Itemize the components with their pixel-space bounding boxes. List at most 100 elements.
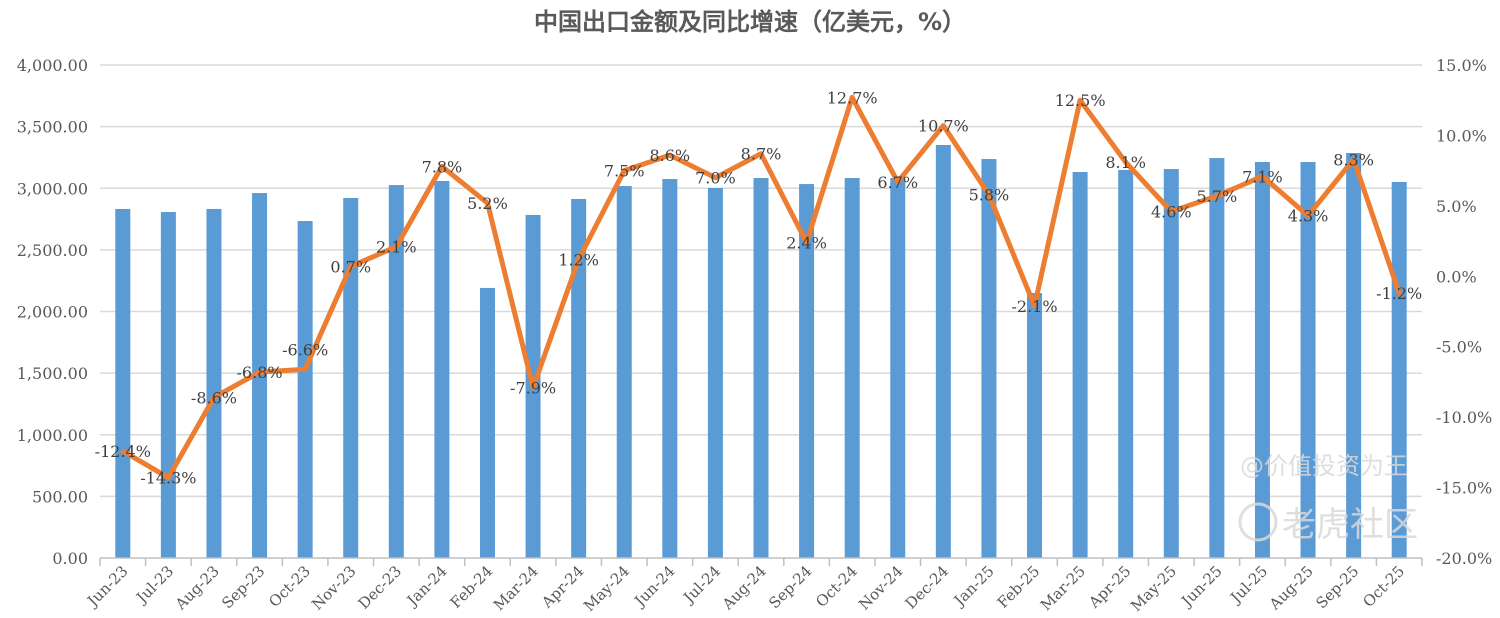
left-tick-label: 3,000.00 bbox=[17, 179, 88, 198]
right-tick-label: 5.0% bbox=[1436, 197, 1477, 216]
export-bar bbox=[799, 184, 815, 558]
export-bar bbox=[1346, 153, 1362, 559]
export-bar bbox=[479, 287, 495, 558]
growth-point bbox=[1032, 303, 1037, 308]
growth-point bbox=[1306, 213, 1311, 218]
growth-data-label: 8.6% bbox=[649, 146, 690, 165]
x-tick-label: May-25 bbox=[1127, 562, 1180, 615]
watermark: 老虎社区 @价值投资为王 bbox=[1238, 452, 1418, 545]
growth-data-label: 4.3% bbox=[1288, 207, 1329, 226]
growth-data-label: 5.8% bbox=[969, 186, 1010, 205]
growth-point bbox=[166, 475, 171, 480]
right-tick-label: 0.0% bbox=[1436, 267, 1477, 286]
growth-data-label: 1.2% bbox=[558, 250, 599, 269]
growth-data-label: 2.4% bbox=[786, 233, 827, 252]
growth-point bbox=[120, 448, 125, 453]
growth-point bbox=[622, 168, 627, 173]
growth-data-label: -2.1% bbox=[1011, 297, 1057, 316]
x-tick-label: Oct-25 bbox=[1359, 562, 1408, 611]
growth-point bbox=[576, 257, 581, 262]
growth-data-label: 7.1% bbox=[1242, 167, 1283, 186]
export-bar bbox=[160, 212, 176, 559]
right-tick-label: -15.0% bbox=[1436, 479, 1492, 498]
right-tick-label: 10.0% bbox=[1436, 126, 1487, 145]
growth-data-label: -6.6% bbox=[282, 340, 328, 359]
growth-data-label: 7.0% bbox=[695, 169, 736, 188]
x-tick-label: Oct-23 bbox=[265, 562, 314, 611]
growth-point bbox=[986, 192, 991, 197]
x-tick-label: Jun-24 bbox=[630, 562, 679, 611]
growth-point bbox=[804, 240, 809, 245]
growth-data-label: 0.7% bbox=[330, 257, 371, 276]
x-tick-label: Sep-24 bbox=[765, 562, 815, 612]
growth-data-label: 4.6% bbox=[1151, 202, 1192, 221]
x-tick-label: Jan-24 bbox=[402, 562, 451, 611]
left-tick-label: 500.00 bbox=[32, 487, 88, 506]
growth-data-label: 8.7% bbox=[741, 145, 782, 164]
growth-point bbox=[531, 385, 536, 390]
export-bar bbox=[890, 178, 906, 558]
growth-point bbox=[941, 123, 946, 128]
x-tick-label: Mar-25 bbox=[1037, 562, 1089, 614]
export-bar bbox=[1163, 169, 1179, 558]
export-bar bbox=[1118, 170, 1134, 558]
growth-data-label: -12.4% bbox=[95, 442, 151, 461]
growth-point bbox=[1169, 209, 1174, 214]
growth-point bbox=[485, 201, 490, 206]
x-tick-label: Dec-23 bbox=[355, 562, 406, 613]
right-tick-label: -5.0% bbox=[1436, 338, 1482, 357]
x-tick-label: Aug-24 bbox=[718, 562, 770, 614]
export-bar bbox=[1027, 293, 1043, 558]
export-bar bbox=[753, 178, 769, 558]
x-tick-label: Mar-24 bbox=[490, 562, 542, 614]
growth-point bbox=[895, 179, 900, 184]
growth-data-label: -7.9% bbox=[510, 379, 556, 398]
export-bar bbox=[1391, 181, 1407, 559]
export-bar bbox=[1209, 158, 1225, 558]
growth-data-label: -14.3% bbox=[140, 469, 196, 488]
growth-data-label: 5.7% bbox=[1197, 187, 1238, 206]
watermark-brand: 老虎社区 bbox=[1282, 505, 1418, 545]
left-tick-label: 1,500.00 bbox=[17, 364, 88, 383]
export-bar bbox=[388, 185, 404, 558]
export-bar bbox=[844, 178, 860, 558]
growth-data-label: 5.2% bbox=[467, 194, 508, 213]
right-tick-label: 15.0% bbox=[1436, 56, 1487, 75]
export-bar bbox=[1300, 161, 1316, 559]
growth-data-label: 8.1% bbox=[1105, 153, 1146, 172]
growth-data-label: 2.1% bbox=[376, 238, 417, 257]
x-tick-label: Apr-24 bbox=[537, 562, 587, 612]
growth-point bbox=[667, 153, 672, 158]
watermark-author: @价值投资为王 bbox=[1240, 452, 1408, 480]
export-bar bbox=[115, 208, 131, 558]
x-tick-label: Nov-24 bbox=[855, 562, 906, 613]
growth-data-label: -6.8% bbox=[237, 363, 283, 382]
x-tick-label: Jul-25 bbox=[1226, 562, 1272, 608]
left-tick-label: 2,500.00 bbox=[17, 241, 88, 260]
growth-point bbox=[1260, 174, 1265, 179]
export-bar bbox=[935, 144, 951, 558]
x-tick-label: Feb-24 bbox=[447, 562, 497, 612]
x-tick-label: Oct-24 bbox=[812, 562, 861, 611]
export-bar bbox=[1072, 171, 1088, 558]
export-bar bbox=[981, 159, 997, 559]
x-tick-label: Jul-23 bbox=[131, 562, 177, 608]
growth-data-label: 7.8% bbox=[422, 157, 463, 176]
x-tick-label: Feb-25 bbox=[994, 562, 1044, 612]
growth-point bbox=[303, 367, 308, 372]
x-tick-label: Sep-23 bbox=[218, 562, 268, 612]
growth-point bbox=[1397, 291, 1402, 296]
left-tick-label: 1,000.00 bbox=[17, 426, 88, 445]
export-bar bbox=[662, 179, 678, 558]
x-tick-label: Sep-25 bbox=[1312, 562, 1362, 612]
growth-data-label: 12.5% bbox=[1055, 91, 1106, 110]
left-tick-label: 4,000.00 bbox=[17, 56, 88, 75]
growth-data-label: 12.7% bbox=[827, 88, 878, 107]
right-tick-label: -20.0% bbox=[1436, 549, 1492, 568]
growth-data-label: 8.3% bbox=[1333, 150, 1374, 169]
left-tick-label: 3,500.00 bbox=[17, 118, 88, 137]
x-tick-label: Aug-23 bbox=[171, 562, 223, 614]
growth-point bbox=[1351, 157, 1356, 162]
growth-point bbox=[759, 151, 763, 156]
